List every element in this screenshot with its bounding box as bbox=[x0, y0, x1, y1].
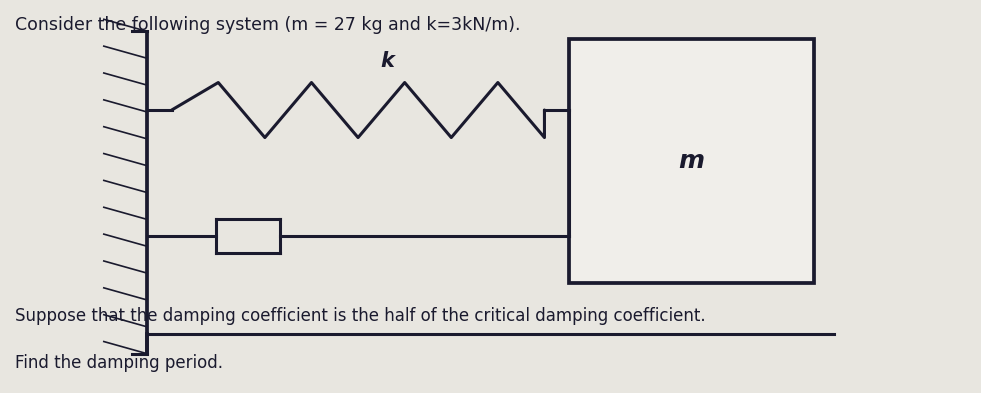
Text: k: k bbox=[381, 51, 394, 71]
Text: Suppose that the damping coefficient is the half of the critical damping coeffic: Suppose that the damping coefficient is … bbox=[15, 307, 705, 325]
Bar bbox=[569, 39, 814, 283]
Text: Find the damping period.: Find the damping period. bbox=[15, 354, 223, 372]
Text: m: m bbox=[679, 149, 704, 173]
Text: Consider the following system (m = 27 kg and k=3kN/m).: Consider the following system (m = 27 kg… bbox=[15, 16, 520, 34]
